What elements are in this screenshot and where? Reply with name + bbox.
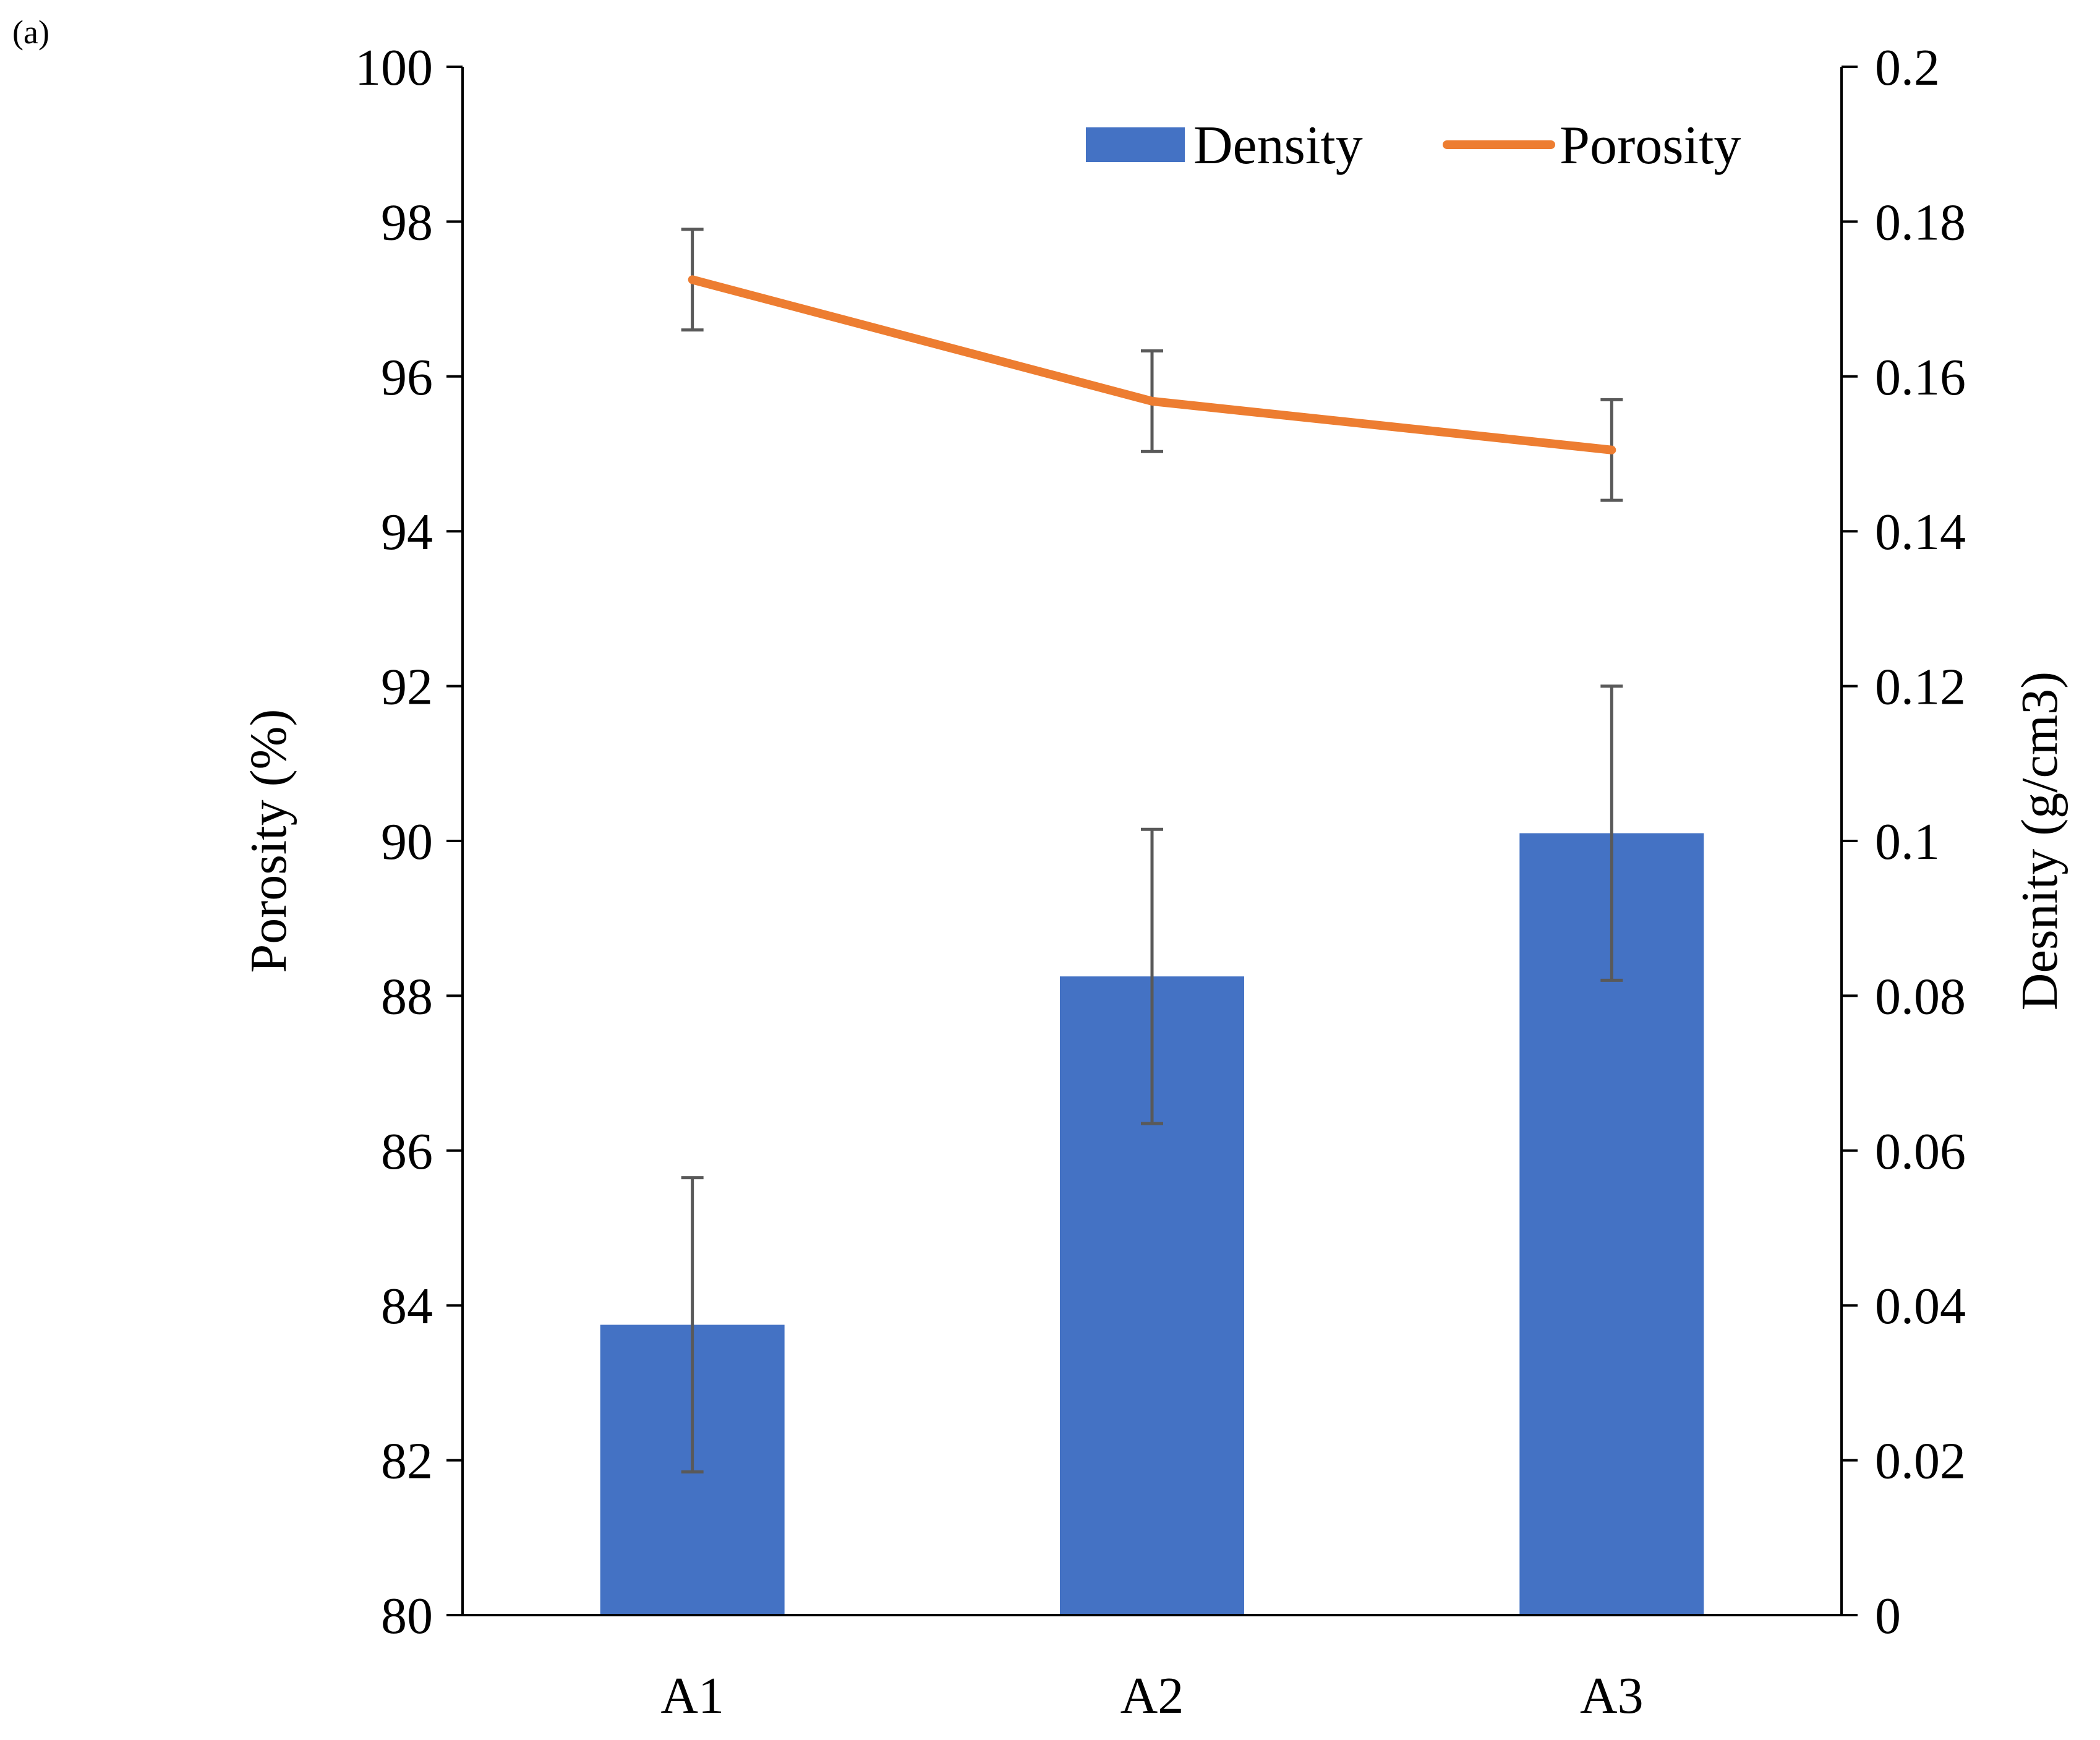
legend-density-swatch [1086, 127, 1185, 162]
x-tick-label: A2 [1120, 1667, 1184, 1725]
left-tick-label: 90 [381, 813, 433, 871]
left-tick-label: 86 [381, 1123, 433, 1180]
porosity-error-bars [681, 228, 1623, 502]
right-tick-label: 0.04 [1875, 1277, 1966, 1335]
legend: Density Porosity [1086, 116, 1741, 176]
right-tick-label: 0.02 [1875, 1433, 1966, 1490]
left-tick-label: 88 [381, 968, 433, 1025]
porosity-line-series [688, 275, 1616, 454]
right-tick-label: 0.1 [1875, 813, 1940, 871]
legend-density-label: Density [1193, 116, 1363, 176]
right-tick-label: 0.12 [1875, 659, 1966, 716]
right-tick-label: 0.16 [1875, 349, 1966, 406]
density-error-bars [681, 684, 1623, 1473]
left-tick-label: 98 [381, 194, 433, 251]
right-tick-label: 0.18 [1875, 194, 1966, 251]
porosity-line [688, 275, 1616, 454]
left-tick-label: 82 [381, 1433, 433, 1490]
left-tick-label: 100 [355, 39, 433, 96]
right-tick-label: 0.08 [1875, 968, 1966, 1025]
right-tick-label: 0.14 [1875, 503, 1966, 561]
left-tick-label: 84 [381, 1277, 433, 1335]
right-tick-label: 0.2 [1875, 39, 1940, 96]
x-tick-label: A1 [660, 1667, 724, 1725]
right-axis-ticks: 0 0.02 0.04 0.06 0.08 0.1 0.12 0.14 0.16 0.18 0.2 [1842, 39, 1966, 1645]
left-tick-label: 96 [381, 349, 433, 406]
right-tick-label: 0.06 [1875, 1123, 1966, 1180]
left-tick-label: 94 [381, 503, 433, 561]
x-tick-label: A3 [1580, 1667, 1644, 1725]
left-axis-ticks: 80 82 84 86 88 90 92 94 96 98 100 [355, 39, 463, 1645]
x-axis-labels: A1 A2 A3 [660, 1667, 1643, 1725]
left-tick-label: 80 [381, 1587, 433, 1645]
left-axis-title: Porosity (%) [240, 709, 297, 973]
panel-label: (a) [12, 14, 49, 51]
legend-porosity-label: Porosity [1560, 116, 1741, 176]
right-tick-label: 0 [1875, 1587, 1901, 1645]
left-tick-label: 92 [381, 659, 433, 716]
right-axis-title: Desnity (g/cm3) [2011, 672, 2068, 1010]
